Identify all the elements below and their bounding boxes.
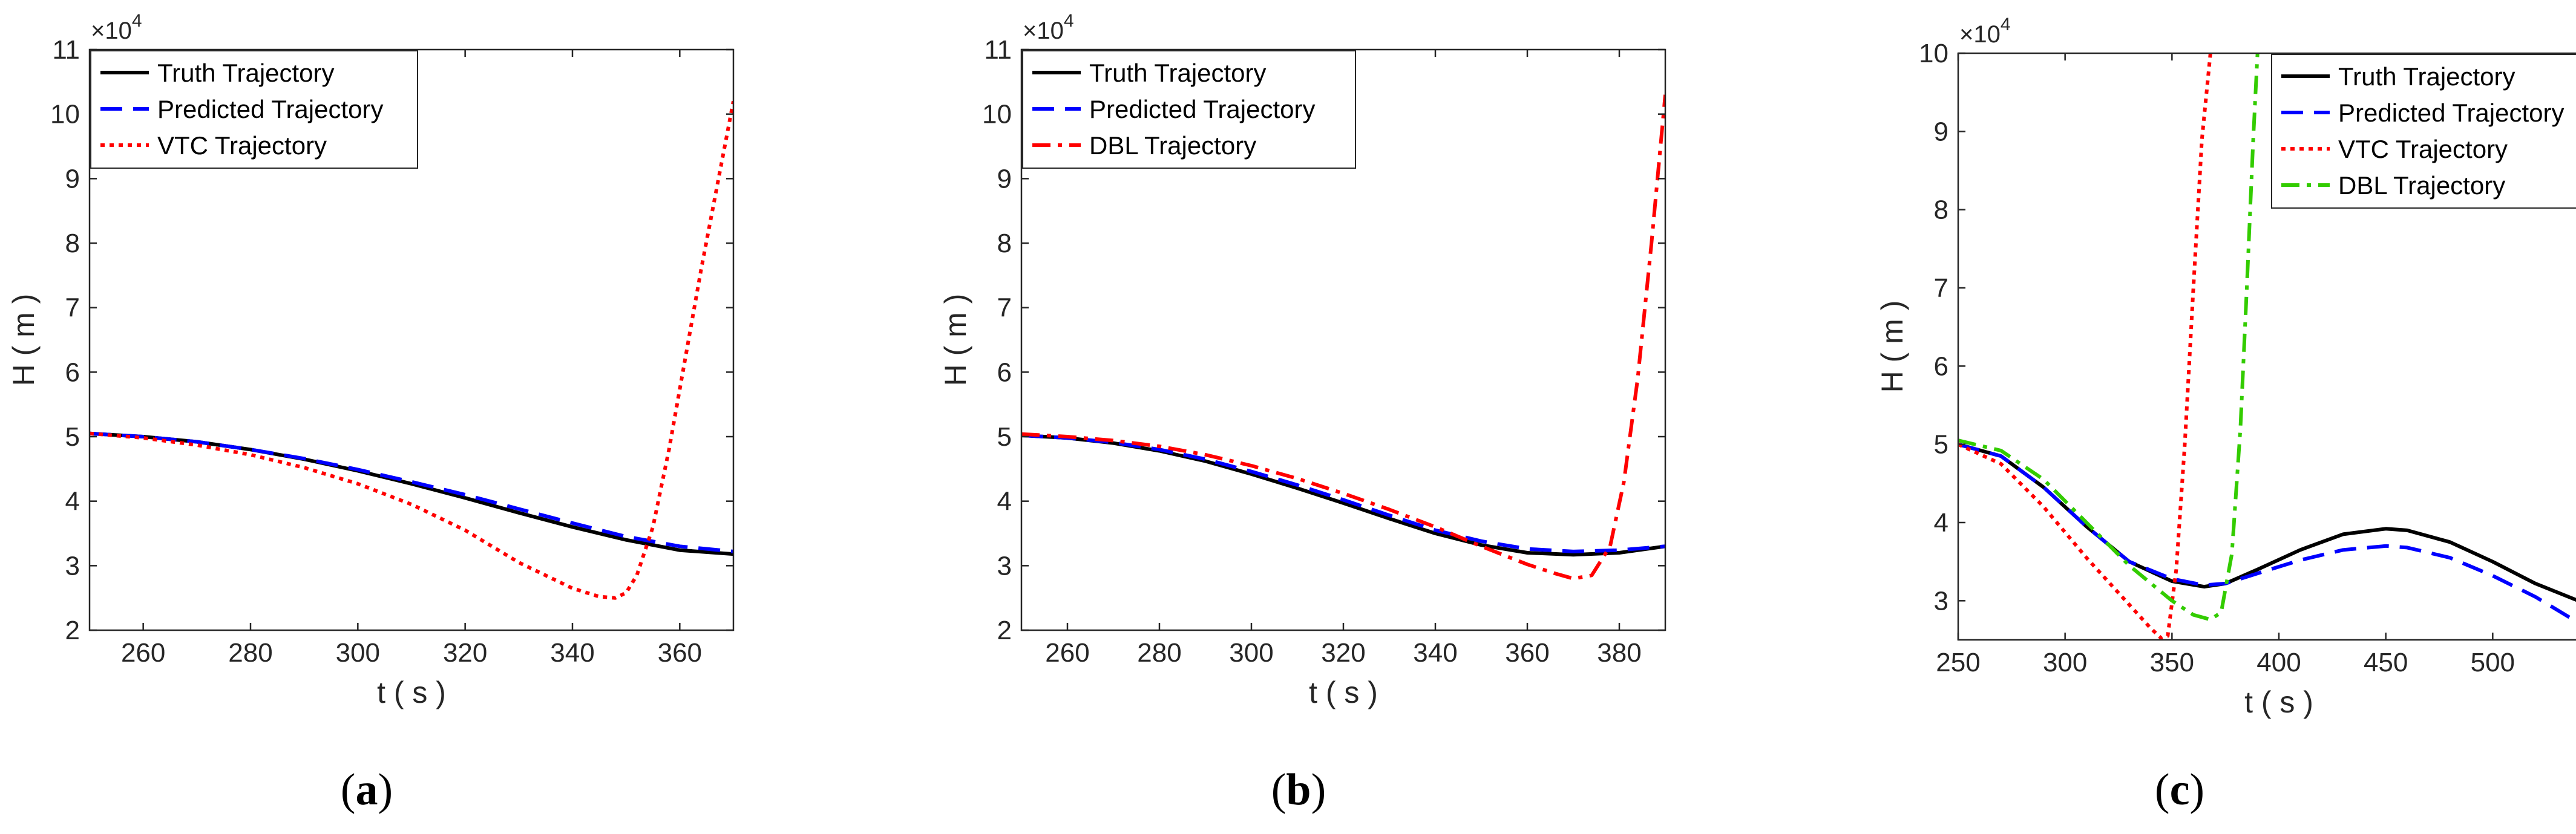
- legend-label: VTC Trajectory: [2338, 135, 2508, 163]
- panel-caption: (c): [2155, 765, 2204, 815]
- x-axis-label: t ( s ): [2244, 685, 2313, 719]
- series-line-vtc-trajectory: [1958, 53, 2212, 640]
- x-tick-label: 360: [1505, 638, 1549, 668]
- x-tick-label: 280: [228, 638, 272, 668]
- y-tick-label: 6: [65, 357, 80, 387]
- legend-label: Truth Trajectory: [157, 59, 335, 87]
- legend-label: Truth Trajectory: [1089, 59, 1267, 87]
- legend-label: DBL Trajectory: [2338, 171, 2505, 200]
- y-tick-label: 2: [997, 616, 1012, 645]
- legend-label: Predicted Trajectory: [2338, 99, 2565, 127]
- panel-caption-letter: c: [2170, 765, 2190, 815]
- y-tick-label: 11: [984, 35, 1012, 65]
- axes-box: [88, 48, 735, 631]
- panel-caption: (a): [341, 765, 393, 815]
- x-tick-label: 300: [1229, 638, 1273, 668]
- y-tick-label: 11: [52, 35, 80, 65]
- y-tick-label: 4: [65, 487, 80, 516]
- series-line-vtc-trajectory: [90, 100, 733, 600]
- legend-label: DBL Trajectory: [1089, 131, 1256, 160]
- y-tick-label: 5: [1934, 430, 1948, 460]
- x-tick-label: 280: [1137, 638, 1181, 668]
- chart-panel-a: 260 280 300 320 340 360 2 3 4 5 6 7 8 9 10 11 ×104 t ( s …: [7, 11, 735, 815]
- x-tick-label: 320: [1321, 638, 1365, 668]
- series-line-predicted-trajectory: [90, 431, 733, 553]
- legend-label: VTC Trajectory: [157, 131, 327, 160]
- x-tick-label: 340: [1413, 638, 1457, 668]
- y-tick-label: 3: [1934, 586, 1948, 616]
- x-tick-label: 250: [1936, 648, 1980, 677]
- x-tick-label: 380: [1597, 638, 1641, 668]
- x-tick-label: 400: [2256, 648, 2301, 677]
- x-tick-label: 300: [2043, 648, 2087, 677]
- y-axis-label: H ( m ): [7, 294, 41, 386]
- y-tick-label: 3: [65, 551, 80, 581]
- y-axis-label: H ( m ): [1875, 301, 1909, 393]
- y-axis-multiplier: ×104: [1959, 15, 2011, 48]
- chart-panel-b: 260 280 300 320 340 360 380 2 3 4 5 6 7 8 9 10 11 ×104 t (…: [939, 11, 1667, 815]
- y-tick-label: 10: [1919, 39, 1948, 68]
- legend-label: Predicted Trajectory: [157, 95, 384, 123]
- y-tick-label: 5: [65, 422, 80, 452]
- y-tick-label: 7: [1934, 273, 1948, 303]
- x-axis-label: t ( s ): [377, 676, 446, 709]
- legend-label: Truth Trajectory: [2338, 62, 2515, 91]
- y-tick-label: 6: [997, 357, 1012, 387]
- y-tick-label: 2: [65, 616, 80, 645]
- y-axis-label: H ( m ): [939, 294, 972, 386]
- y-tick-label: 9: [1934, 117, 1948, 146]
- panel-caption: (b): [1271, 765, 1326, 815]
- y-tick-label: 10: [982, 100, 1012, 129]
- y-tick-label: 3: [997, 551, 1012, 581]
- x-tick-label: 360: [658, 638, 702, 668]
- y-tick-label: 7: [65, 293, 80, 323]
- y-tick-label: 9: [65, 164, 80, 194]
- y-tick-label: 6: [1934, 351, 1948, 381]
- x-tick-label: 350: [2150, 648, 2194, 677]
- x-axis-label: t ( s ): [1309, 676, 1378, 709]
- y-tick-label: 4: [997, 487, 1012, 516]
- y-tick-label: 7: [997, 293, 1012, 323]
- series-line-predicted-trajectory: [1021, 433, 1665, 553]
- series-line-predicted-trajectory: [1958, 442, 2576, 624]
- y-tick-label: 4: [1934, 508, 1948, 538]
- legend-box: [2271, 54, 2576, 209]
- y-tick-label: 5: [997, 422, 1012, 452]
- panel-caption-letter: b: [1286, 765, 1311, 815]
- y-axis-multiplier-exponent: 4: [132, 11, 142, 31]
- series-line-dbl-trajectory: [1021, 94, 1665, 581]
- y-tick-label: 9: [997, 164, 1012, 194]
- x-tick-label: 340: [550, 638, 594, 668]
- y-axis-multiplier: ×104: [1023, 11, 1074, 44]
- y-tick-label: 8: [1934, 195, 1948, 225]
- x-tick-label: 260: [121, 638, 165, 668]
- x-tick-label: 300: [336, 638, 380, 668]
- legend-label: Predicted Trajectory: [1089, 95, 1316, 123]
- y-tick-label: 8: [997, 229, 1012, 258]
- panel-caption-letter: a: [356, 765, 378, 815]
- y-axis-multiplier: ×104: [91, 11, 142, 44]
- x-tick-label: 260: [1045, 638, 1089, 668]
- x-tick-label: 500: [2471, 648, 2515, 677]
- x-tick-label: 450: [2364, 648, 2408, 677]
- y-axis-multiplier-exponent: 4: [2001, 15, 2011, 34]
- y-axis-multiplier-exponent: 4: [1064, 11, 1074, 31]
- y-tick-label: 8: [65, 229, 80, 258]
- y-tick-label: 10: [50, 100, 80, 129]
- x-tick-label: 320: [443, 638, 487, 668]
- series-line-dbl-trajectory: [1958, 53, 2260, 622]
